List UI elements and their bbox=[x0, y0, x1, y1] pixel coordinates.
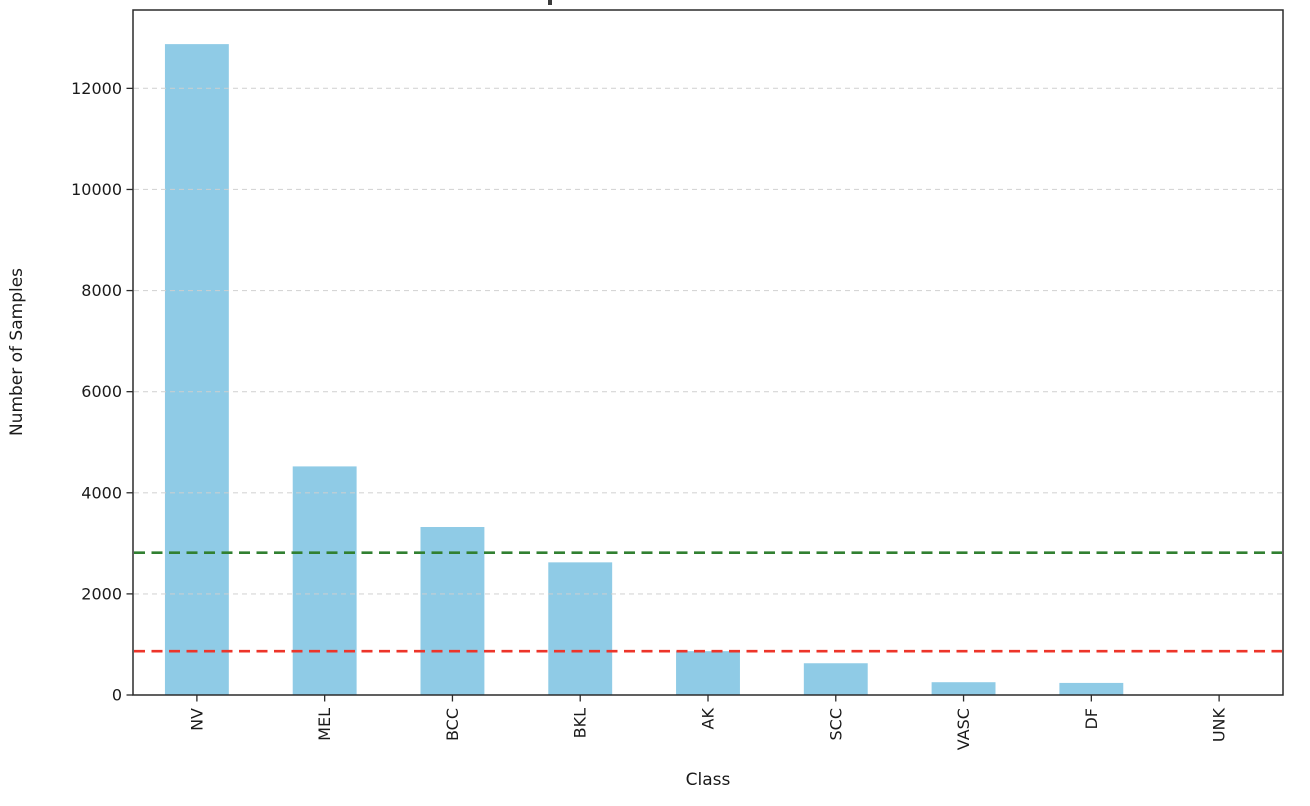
x-tick-label-df: DF bbox=[1082, 708, 1101, 730]
bar-vasc bbox=[931, 682, 996, 695]
x-tick-label-mel: MEL bbox=[315, 708, 334, 741]
bar-ak bbox=[676, 651, 740, 695]
bar-df bbox=[1059, 682, 1124, 695]
x-tick-label-scc: SCC bbox=[826, 708, 845, 741]
x-tick-label-bcc: BCC bbox=[443, 708, 462, 741]
x-tick-label-unk: UNK bbox=[1210, 707, 1229, 742]
y-tick-label: 4000 bbox=[81, 483, 122, 502]
y-axis-label: Number of Samples bbox=[7, 267, 27, 437]
y-tick-label: 8000 bbox=[81, 281, 122, 300]
bar-mel bbox=[292, 466, 357, 695]
y-tick-label: 6000 bbox=[81, 382, 122, 401]
x-axis-label: Class bbox=[685, 770, 731, 790]
x-tick-label-ak: AK bbox=[699, 707, 718, 729]
bar-nv bbox=[164, 44, 229, 696]
x-tick-label-nv: NV bbox=[187, 708, 206, 731]
bar-bkl bbox=[548, 562, 613, 695]
y-tick-label: 2000 bbox=[81, 584, 122, 603]
y-tick-label: 12000 bbox=[71, 79, 122, 98]
bar-scc bbox=[803, 663, 868, 695]
bar-bcc bbox=[420, 527, 485, 695]
y-tick-label: 0 bbox=[112, 686, 122, 705]
x-tick-label-bkl: BKL bbox=[571, 708, 590, 738]
cropped-title-descender-mark bbox=[548, 0, 552, 5]
y-tick-label: 10000 bbox=[71, 180, 122, 199]
x-tick-label-vasc: VASC bbox=[954, 708, 973, 750]
